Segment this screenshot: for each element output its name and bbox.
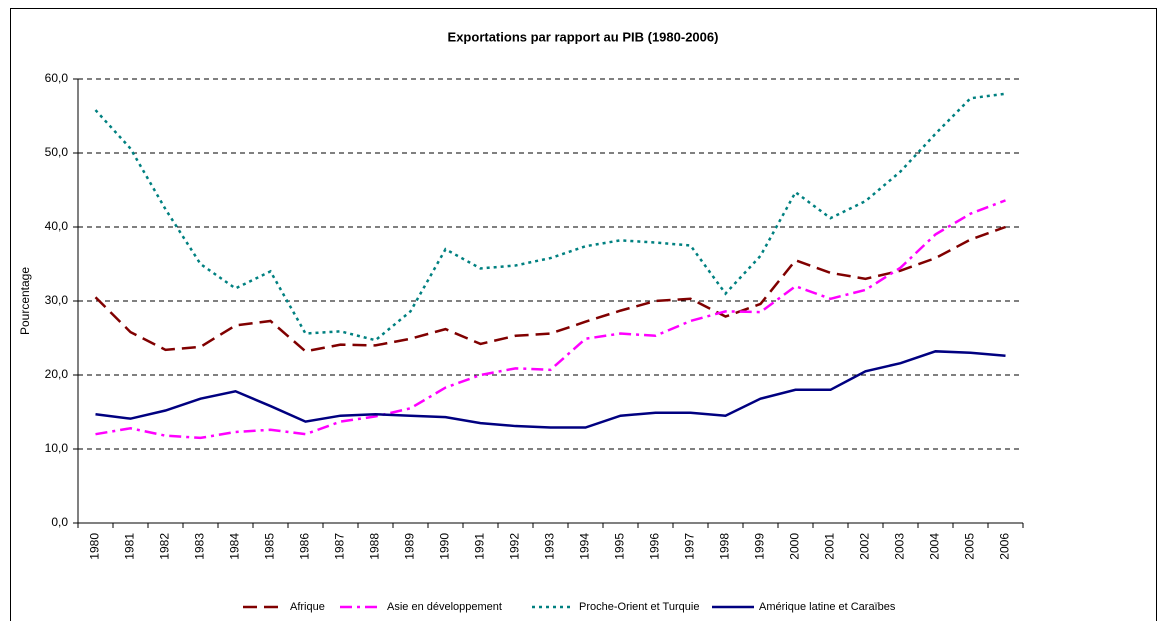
x-tick-label: 1989: [403, 533, 417, 560]
series-line: [95, 350, 1006, 429]
x-tick-label: 1993: [543, 533, 557, 560]
y-tick-label: 0,0: [51, 515, 68, 529]
y-tick-label: 40,0: [45, 219, 69, 233]
x-tick-label: 1990: [438, 533, 452, 560]
x-tick-label: 2004: [928, 533, 942, 560]
x-tick-label: 1991: [473, 533, 487, 560]
x-tick-label: 2006: [998, 533, 1012, 560]
y-tick-label: 10,0: [45, 441, 69, 455]
x-tick-label: 1981: [123, 533, 137, 560]
legend-label: Amérique latine et Caraïbes: [759, 601, 896, 613]
series-line: [95, 199, 1006, 440]
series-line: [94, 92, 1006, 342]
x-tick-label: 1986: [298, 533, 312, 560]
x-tick-label: 2000: [788, 533, 802, 560]
x-tick-label: 1983: [193, 533, 207, 560]
x-tick-label: 1997: [683, 533, 697, 560]
series-line: [94, 225, 1006, 353]
x-tick-label: 1984: [228, 533, 242, 560]
x-tick-label: 1992: [508, 533, 522, 560]
legend-label: Afrique: [290, 601, 325, 613]
x-tick-label: 1988: [368, 533, 382, 560]
x-tick-label: 2002: [858, 533, 872, 560]
x-tick-label: 1985: [263, 533, 277, 560]
x-tick-label: 2003: [893, 533, 907, 560]
y-tick-label: 30,0: [45, 293, 69, 307]
y-tick-label: 20,0: [45, 367, 69, 381]
x-tick-label: 1994: [578, 533, 592, 560]
y-tick-label: 60,0: [45, 71, 69, 85]
x-tick-label: 2001: [823, 533, 837, 560]
x-tick-label: 1999: [753, 533, 767, 560]
x-tick-label: 1998: [718, 533, 732, 560]
chart-title: Exportations par rapport au PIB (1980-20…: [448, 29, 719, 44]
x-tick-label: 2005: [963, 533, 977, 560]
y-axis-label: Pourcentage: [18, 267, 32, 335]
x-tick-label: 1980: [88, 533, 102, 560]
x-tick-label: 1996: [648, 533, 662, 560]
y-tick-label: 50,0: [45, 145, 69, 159]
x-tick-label: 1982: [158, 533, 172, 560]
legend-label: Asie en développement: [387, 601, 502, 613]
x-tick-label: 1995: [613, 533, 627, 560]
chart-border: [10, 8, 1157, 621]
x-tick-label: 1987: [333, 533, 347, 560]
legend-label: Proche-Orient et Turquie: [579, 601, 699, 613]
